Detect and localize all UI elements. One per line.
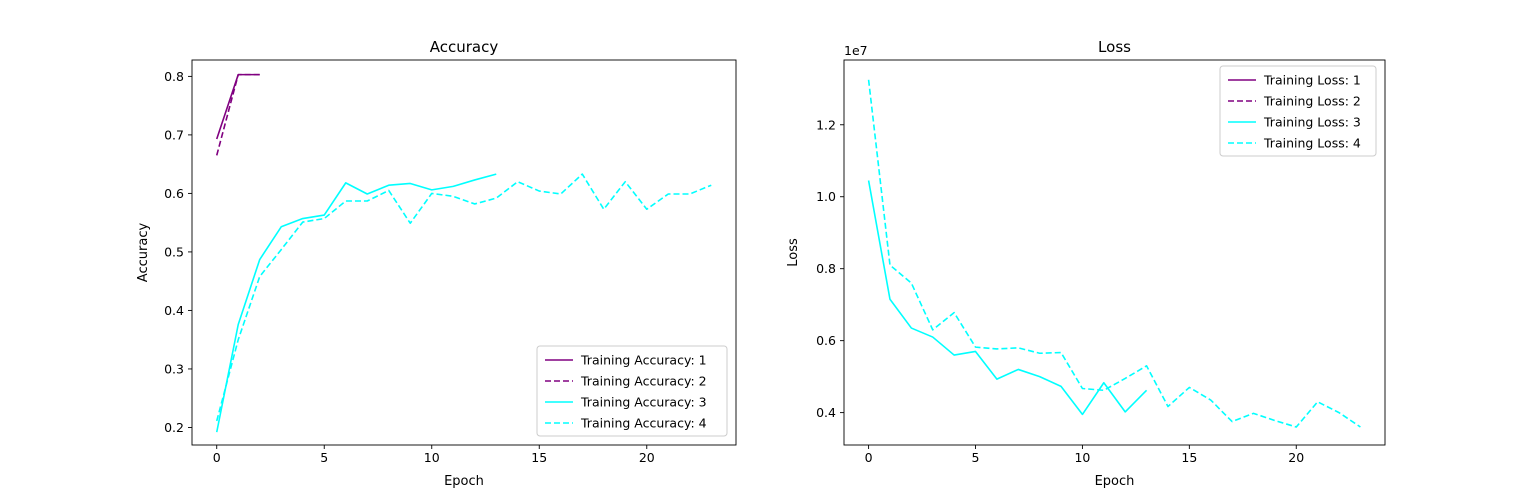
loss-legend-label-4: Training Loss: 4 [1263,136,1361,151]
loss-series-line-3 [867,180,1148,416]
accuracy-y-tick-label: 0.4 [164,303,184,318]
loss-y-tick-label: 0.6 [816,333,836,348]
loss-series-line-4 [867,79,1361,428]
accuracy-chart: 0 5 10 15 20 0.2 0.3 0.4 0.5 0.6 0.7 0.8 Accuracy Epo… [136,38,737,489]
loss-legend-box [1219,65,1377,157]
accuracy-x-tick-label: 10 [424,450,440,465]
loss-x-tick-label: 20 [1288,450,1304,465]
loss-y-axis-label: Loss [786,238,801,267]
accuracy-y-tick-label: 0.7 [164,127,184,142]
accuracy-series-line-1 [215,73,260,140]
accuracy-y-tick-label: 0.6 [164,186,184,201]
accuracy-series-line-4 [215,173,712,422]
loss-legend-label-3: Training Loss: 3 [1263,115,1361,130]
accuracy-x-tick-label: 20 [639,450,655,465]
accuracy-legend-label-2: Training Accuracy: 2 [580,374,707,389]
accuracy-chart-title: Accuracy [430,38,499,56]
loss-x-tick-label: 0 [865,450,873,465]
accuracy-legend-box [536,345,728,437]
accuracy-y-tick-label: 0.2 [164,420,184,435]
loss-legend: Training Loss: 1 Training Loss: 2 Training… [1219,65,1377,157]
loss-x-tick-label: 5 [972,450,980,465]
accuracy-legend: Training Accuracy: 1 Training Accuracy: 2… [536,345,728,437]
loss-legend-label-2: Training Loss: 2 [1263,94,1361,109]
loss-x-tick-label: 10 [1074,450,1090,465]
loss-x-axis-label: Epoch [1095,474,1135,489]
accuracy-x-tick-label: 15 [531,450,547,465]
accuracy-y-tick-label: 0.8 [164,69,184,84]
loss-y-tick-label: 0.8 [816,261,836,276]
accuracy-x-tick-label: 5 [320,450,328,465]
accuracy-legend-label-3: Training Accuracy: 3 [580,395,707,410]
loss-y-tick-label: 0.4 [816,405,836,420]
loss-legend-label-1: Training Loss: 1 [1263,73,1361,88]
loss-y-tick-label: 1.2 [816,117,836,132]
accuracy-x-tick-label: 0 [213,450,221,465]
loss-y-tick-label: 1.0 [816,189,836,204]
loss-offset-text: 1e7 [844,43,868,58]
loss-axes-frame [843,59,1386,446]
accuracy-series-line-2 [215,73,260,156]
accuracy-axes-frame [191,59,737,446]
loss-chart-title: Loss [1098,38,1131,56]
loss-x-tick-label: 15 [1181,450,1197,465]
accuracy-y-axis-label: Accuracy [136,223,151,283]
accuracy-x-axis-label: Epoch [444,474,484,489]
accuracy-legend-label-1: Training Accuracy: 1 [580,353,707,368]
accuracy-y-tick-label: 0.5 [164,244,184,259]
accuracy-series-line-3 [215,173,497,433]
accuracy-legend-label-4: Training Accuracy: 4 [580,416,707,431]
loss-chart: 0 5 10 15 20 0.4 0.6 0.8 1.0 1.2 1e7 Loss Epoch Loss T… [786,38,1386,489]
accuracy-y-tick-label: 0.3 [164,361,184,376]
